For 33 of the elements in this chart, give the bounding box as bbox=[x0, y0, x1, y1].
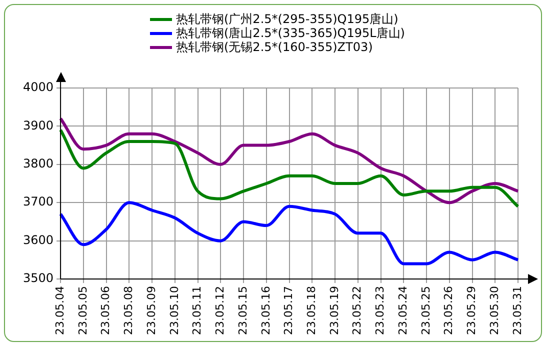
x-tick-label: 23.05.09 bbox=[144, 286, 158, 335]
y-tick-label: 3600 bbox=[22, 232, 54, 247]
y-tick-label: 3700 bbox=[22, 194, 54, 209]
legend-label: 热轧带钢(广州2.5*(295-355)Q195唐山) bbox=[176, 12, 398, 26]
x-tick-label: 23.05.06 bbox=[99, 286, 112, 335]
x-tick-label: 23.05.30 bbox=[488, 286, 501, 335]
x-tick-label: 23.05.19 bbox=[328, 286, 341, 335]
x-tick-label: 23.05.24 bbox=[396, 286, 410, 335]
x-tick-label: 23.05.16 bbox=[259, 286, 272, 335]
y-tick-label: 3500 bbox=[22, 271, 54, 286]
x-tick-label: 23.05.18 bbox=[305, 286, 318, 335]
x-tick-label: 23.05.26 bbox=[442, 286, 456, 335]
x-tick-label: 23.05.11 bbox=[190, 286, 204, 335]
x-tick-label: 23.05.25 bbox=[419, 286, 432, 335]
x-tick-label: 23.05.15 bbox=[236, 286, 250, 335]
y-tick-label: 3900 bbox=[22, 118, 54, 132]
legend-label: 热轧带钢(唐山2.5*(335-365)Q195L唐山) bbox=[176, 26, 405, 40]
x-tick-label: 23.05.10 bbox=[168, 286, 181, 335]
legend-label: 热轧带钢(无锡2.5*(160-355)ZT03) bbox=[176, 40, 373, 54]
y-tick-label: 3800 bbox=[22, 156, 54, 171]
x-tick-label: 23.05.12 bbox=[214, 286, 227, 335]
x-tick-label: 23.05.05 bbox=[76, 286, 90, 335]
line-series bbox=[59, 117, 520, 204]
x-tick-label: 23.05.04 bbox=[53, 286, 66, 335]
x-tick-label: 23.05.29 bbox=[465, 286, 478, 335]
y-tick-label: 4000 bbox=[22, 80, 54, 94]
x-tick-label: 23.05.22 bbox=[350, 286, 364, 335]
line-series bbox=[59, 128, 520, 208]
x-tick-label: 23.05.08 bbox=[122, 286, 136, 335]
x-tick-label: 23.05.31 bbox=[510, 286, 524, 335]
x-tick-label: 23.05.23 bbox=[374, 286, 387, 335]
x-tick-label: 23.05.17 bbox=[282, 286, 296, 335]
line-series bbox=[59, 201, 520, 266]
